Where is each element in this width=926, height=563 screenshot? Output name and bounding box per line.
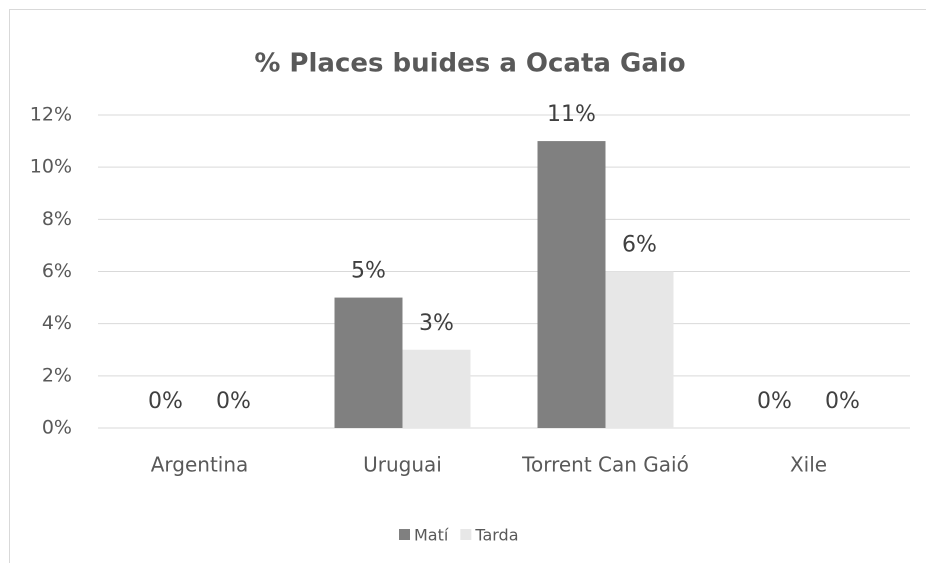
- value-label: 0%: [148, 389, 183, 414]
- bar: [334, 297, 403, 428]
- value-label: 0%: [216, 389, 251, 414]
- bar: [605, 271, 674, 428]
- y-tick-label: 6%: [42, 260, 72, 282]
- legend-swatch: [399, 529, 410, 540]
- value-label: 0%: [757, 389, 792, 414]
- legend-label: Matí: [414, 526, 449, 545]
- x-tick-label: Uruguai: [363, 453, 442, 477]
- bar: [402, 349, 471, 428]
- legend-swatch: [460, 529, 472, 540]
- x-tick-label: Xile: [790, 453, 827, 477]
- value-label: 5%: [351, 259, 386, 284]
- y-tick-label: 10%: [30, 156, 72, 178]
- value-label: 3%: [419, 311, 454, 336]
- value-label: 6%: [622, 233, 657, 258]
- x-tick-label: Argentina: [151, 453, 249, 477]
- y-tick-label: 8%: [42, 208, 72, 230]
- legend-label: Tarda: [474, 526, 518, 545]
- chart-title: % Places buides a Ocata Gaio: [254, 49, 685, 79]
- y-tick-label: 2%: [42, 364, 72, 386]
- chart-frame: [9, 9, 926, 563]
- y-tick-label: 12%: [30, 104, 72, 126]
- y-tick-label: 0%: [42, 417, 72, 439]
- bar: [537, 141, 606, 429]
- value-label: 0%: [825, 389, 860, 414]
- x-tick-label: Torrent Can Gaió: [521, 453, 689, 477]
- y-tick-label: 4%: [42, 312, 72, 334]
- value-label: 11%: [547, 102, 596, 127]
